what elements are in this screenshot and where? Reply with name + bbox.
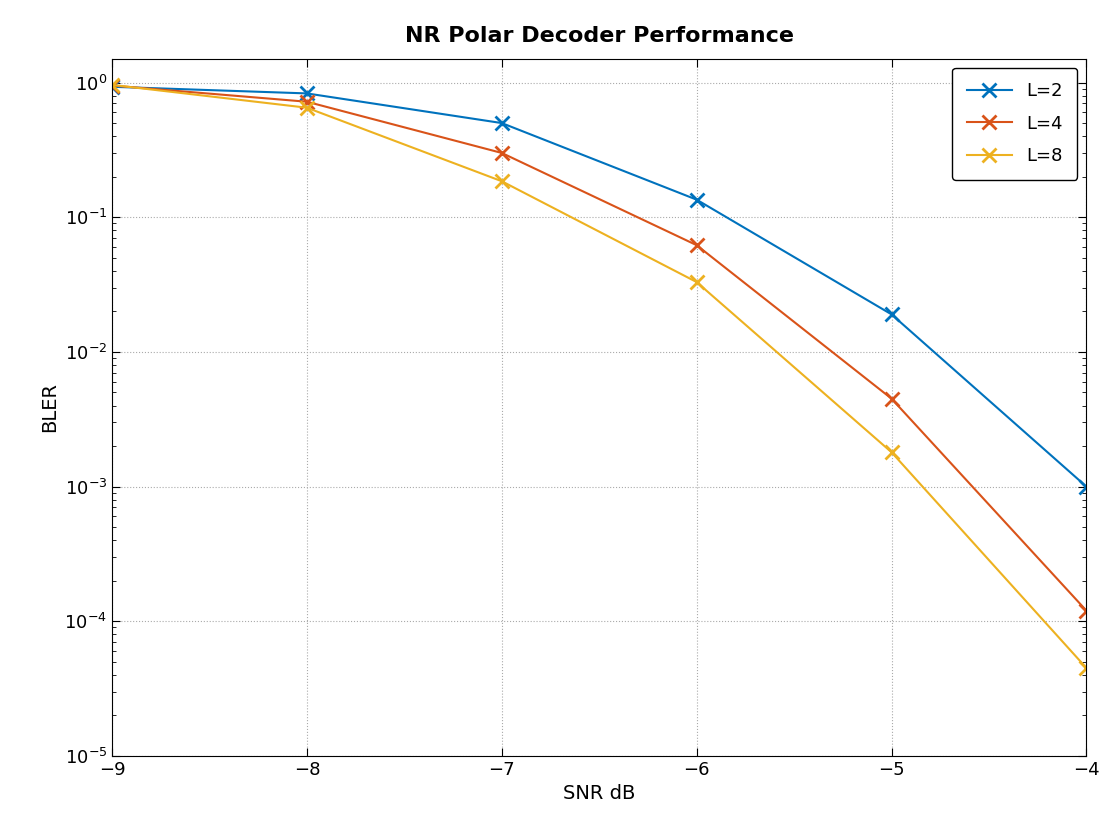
L=8: [690, 277, 703, 287]
L=2: [690, 195, 703, 205]
L=2: [885, 309, 898, 319]
L=8: [105, 80, 119, 90]
Legend: L=2, L=4, L=8: L=2, L=4, L=8: [952, 68, 1077, 180]
L=8: [885, 447, 898, 457]
L=2: [105, 81, 119, 92]
L=2: [300, 88, 314, 98]
X-axis label: SNR dB: SNR dB: [563, 785, 635, 803]
L=2: [495, 118, 508, 129]
Title: NR Polar Decoder Performance: NR Polar Decoder Performance: [404, 26, 794, 46]
L=8: [1080, 663, 1093, 673]
L=8: [495, 176, 508, 186]
L=4: [1080, 606, 1093, 616]
L=8: [300, 102, 314, 113]
L=4: [495, 148, 508, 158]
L=4: [300, 97, 314, 107]
Y-axis label: BLER: BLER: [39, 382, 58, 433]
L=4: [690, 240, 703, 250]
L=2: [1080, 481, 1093, 491]
L=4: [885, 394, 898, 404]
Line: L=4: L=4: [105, 79, 1093, 617]
Line: L=2: L=2: [105, 80, 1093, 494]
L=4: [105, 81, 119, 91]
Line: L=8: L=8: [105, 78, 1093, 675]
